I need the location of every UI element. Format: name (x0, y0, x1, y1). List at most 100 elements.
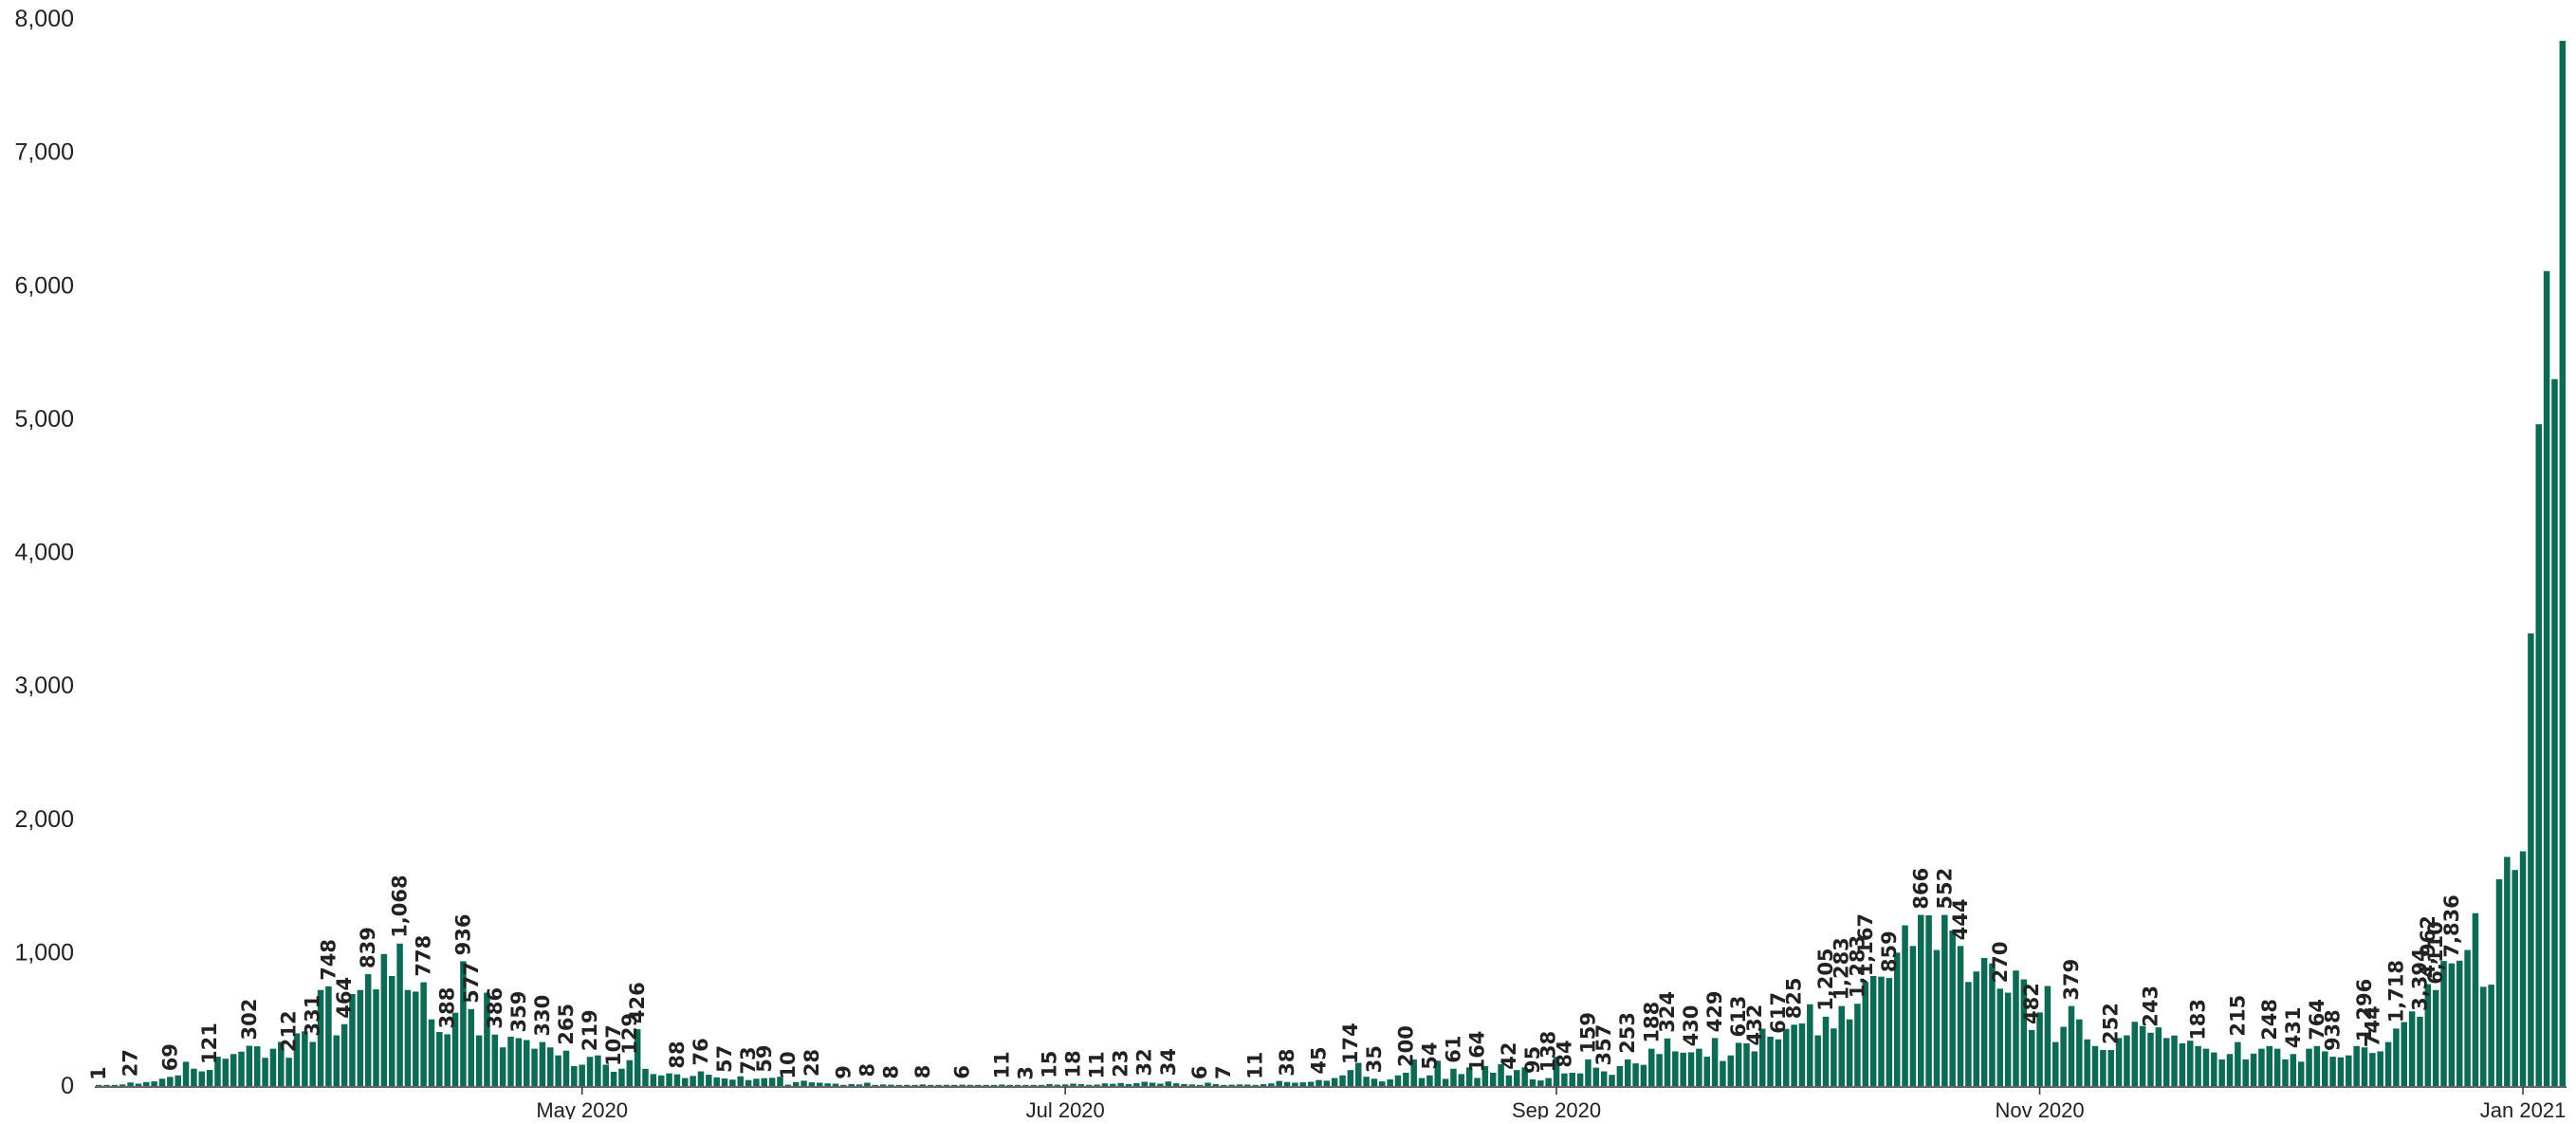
bar (413, 991, 419, 1086)
data-label: 431 (2282, 1006, 2305, 1048)
bar (340, 1023, 348, 1086)
data-label: 34 (1157, 1048, 1180, 1076)
y-tick-label: 0 (61, 1073, 74, 1099)
bar (2179, 1043, 2186, 1086)
data-label: 388 (436, 987, 459, 1029)
bar (1046, 1083, 1053, 1086)
data-label: 76 (690, 1038, 712, 1065)
bar (2131, 1022, 2139, 1086)
bar (357, 989, 364, 1086)
bar (943, 1084, 950, 1086)
data-label: 129 (618, 1013, 641, 1055)
data-label: 138 (1537, 1031, 1560, 1073)
bar (1791, 1024, 1797, 1086)
bar (1925, 915, 1932, 1086)
bar (317, 989, 324, 1086)
bar (1172, 1083, 1180, 1086)
bar (1141, 1081, 1148, 1086)
data-label: 324 (1656, 991, 1679, 1033)
bar (2361, 1047, 2368, 1086)
bar (349, 993, 356, 1086)
y-tick-label: 5,000 (14, 406, 74, 433)
data-label: 42 (1498, 1042, 1520, 1070)
bar (103, 1084, 110, 1086)
bar (2068, 1005, 2075, 1087)
bar (1949, 930, 1956, 1086)
bar (1244, 1084, 1251, 1086)
bar (1458, 1074, 1465, 1086)
bar (2052, 1041, 2059, 1086)
bar (1980, 958, 1988, 1086)
bar (824, 1083, 831, 1086)
bar (927, 1084, 934, 1086)
bar (1268, 1083, 1275, 1086)
data-label: 426 (626, 982, 649, 1023)
bar (729, 1079, 736, 1086)
bar (792, 1081, 800, 1086)
bar (127, 1082, 134, 1086)
data-label: 174 (1339, 1023, 1362, 1064)
bar-series (95, 41, 2567, 1087)
bar (1941, 914, 1948, 1086)
bar (1323, 1080, 1331, 1087)
data-label: 379 (2060, 959, 2083, 1001)
bar (2290, 1054, 2297, 1086)
y-tick-label: 1,000 (14, 939, 74, 966)
bar (864, 1082, 871, 1086)
data-label: 1,167 (1854, 913, 1877, 976)
bar (1220, 1084, 1227, 1086)
bar (1703, 1057, 1710, 1086)
data-label: 1 (87, 1066, 110, 1080)
bar (1576, 1073, 1584, 1086)
bar (1624, 1059, 1631, 1087)
bar (2512, 870, 2518, 1086)
bar (491, 1034, 499, 1086)
bar (2242, 1059, 2249, 1087)
bar (1640, 1064, 1647, 1086)
bar (1680, 1052, 1686, 1086)
bar (1720, 1060, 1726, 1086)
bar (1711, 1038, 1719, 1087)
bar (888, 1084, 894, 1086)
bar (95, 1084, 102, 1086)
bar (911, 1084, 918, 1086)
bar (175, 1075, 181, 1086)
bar (1609, 1075, 1615, 1086)
bar (1758, 1028, 1766, 1086)
bar (1869, 975, 1877, 1086)
data-label: 8 (879, 1065, 902, 1079)
bar (1205, 1082, 1211, 1086)
bar (460, 961, 467, 1087)
bar (626, 1060, 634, 1086)
bar (1957, 946, 1964, 1086)
bar (1727, 1055, 1735, 1086)
bar (1886, 978, 1893, 1086)
bar (1902, 925, 1908, 1086)
bar (990, 1084, 998, 1086)
bar (230, 1054, 237, 1086)
bar (895, 1084, 903, 1086)
bar (2115, 1038, 2123, 1087)
bar (2456, 960, 2463, 1086)
bar (135, 1083, 142, 1086)
data-label: 1,296 (2353, 979, 2376, 1041)
data-label: 4,962 (2417, 915, 2439, 978)
bar (1061, 1084, 1069, 1086)
data-label: 32 (1133, 1048, 1156, 1076)
bar (167, 1077, 174, 1086)
bar (1418, 1078, 1426, 1086)
bar (2472, 912, 2479, 1086)
bar (579, 1064, 585, 1086)
bar (1387, 1078, 1393, 1086)
bar (1505, 1075, 1513, 1086)
bar (1521, 1067, 1528, 1086)
data-label: 302 (238, 999, 261, 1041)
bar (1379, 1081, 1386, 1086)
bar (253, 1046, 261, 1086)
data-label: 159 (1576, 1012, 1599, 1054)
bar (111, 1084, 119, 1086)
data-label: 253 (1616, 1012, 1639, 1054)
bar (1276, 1080, 1282, 1086)
bar (2306, 1048, 2312, 1087)
data-label: 866 (1909, 868, 1932, 910)
